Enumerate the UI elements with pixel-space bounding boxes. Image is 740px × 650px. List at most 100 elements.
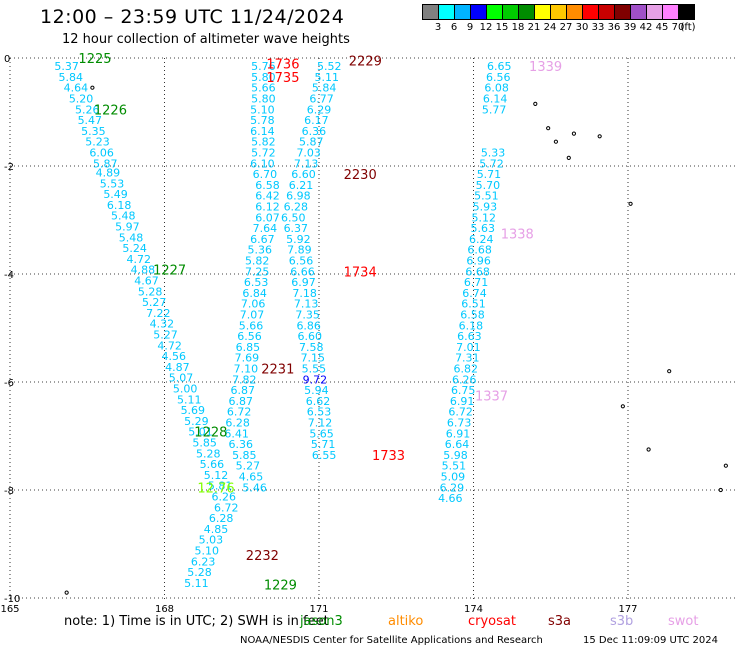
wave-height-value: 4.85: [204, 523, 229, 536]
page-subtitle: 12 hour collection of altimeter wave hei…: [62, 32, 350, 47]
wave-height-value: 7.12: [308, 417, 333, 430]
wave-height-value: 6.62: [306, 395, 331, 408]
wave-height-value: 6.56: [486, 71, 511, 84]
wave-height-value: 6.21: [289, 179, 314, 192]
wave-height-value: 4.89: [96, 166, 121, 179]
island-outline: [667, 369, 672, 374]
pass-time-label: 12.76: [197, 481, 234, 496]
legend-tick-label: 18: [511, 22, 525, 33]
pass-time-label: 2229: [349, 55, 382, 70]
x-tick-label: 168: [155, 604, 174, 615]
wave-height-value: 5.87: [93, 157, 118, 170]
wave-height-value: 6.87: [228, 395, 253, 408]
wave-height-value: 5.12: [204, 469, 229, 482]
wave-height-value: 6.64: [445, 438, 470, 451]
wave-height-value: 7.35: [295, 309, 320, 322]
wave-height-value: 7.15: [301, 352, 326, 365]
wave-height-value: 5.80: [251, 93, 276, 106]
wave-height-value: 5.46: [242, 481, 267, 494]
wave-height-value: 5.82: [251, 136, 276, 149]
legend-tick-label: 3: [434, 22, 442, 33]
wave-height-value: 5.48: [119, 231, 144, 244]
legend-tick-label: 15: [495, 22, 509, 33]
wave-height-value: 7.07: [240, 309, 265, 322]
wave-height-value: 5.07: [169, 372, 194, 385]
wave-height-value: 5.23: [85, 136, 110, 149]
x-tick-label: 171: [309, 604, 328, 615]
legend-tick-label: 70: [671, 22, 685, 33]
wave-height-value: 5.80: [251, 71, 276, 84]
wave-height-value: 5.33: [481, 147, 506, 160]
wave-height-value: 4.66: [438, 492, 463, 505]
wave-height-value: 6.75: [451, 384, 476, 397]
wave-height-value: 4.65: [239, 471, 264, 484]
x-tick-label: 174: [464, 604, 483, 615]
page-title: 12:00 – 23:59 UTC 11/24/2024: [40, 6, 345, 28]
pass-time-label: 1735: [266, 71, 299, 86]
wave-height-value: 5.10: [194, 544, 219, 557]
wave-height-value: 5.77: [482, 103, 507, 116]
wave-height-value: 6.86: [296, 319, 321, 332]
wave-height-value: 7.01: [456, 341, 481, 354]
wave-height-value: 6.18: [459, 319, 484, 332]
wave-height-value: 5.27: [153, 328, 178, 341]
legend-tick-label: 27: [559, 22, 573, 33]
wave-height-value: 5.47: [78, 114, 103, 127]
wave-height-value: 6.14: [483, 93, 508, 106]
wave-height-value: 7.58: [299, 341, 324, 354]
pass-time-label: 1228: [194, 426, 227, 441]
wave-height-value: 6.67: [250, 233, 275, 246]
wave-height-value: 5.72: [479, 157, 504, 170]
wave-height-value: 6.17: [304, 114, 329, 127]
wave-height-value: 5.55: [302, 363, 327, 376]
wave-height-value: 4.67: [134, 274, 159, 287]
wave-height-value: 5.51: [442, 460, 467, 473]
wave-height-value: 6.65: [487, 60, 512, 73]
legend-tick-label: 45: [655, 22, 669, 33]
island-outline: [646, 447, 651, 452]
wave-height-value: 6.82: [454, 363, 479, 376]
wave-height-value: 5.93: [473, 201, 498, 214]
wave-height-value: 5.52: [317, 60, 342, 73]
wave-height-value: 6.55: [312, 449, 337, 462]
wave-height-value: 5.76: [251, 60, 276, 73]
wave-height-value: 6.72: [227, 406, 252, 419]
legend-tick-label: 39: [623, 22, 637, 33]
island-outline: [628, 201, 633, 206]
island-outline: [718, 487, 723, 493]
footnote: note: 1) Time is in UTC; 2) SWH is in fe…: [64, 614, 329, 629]
wave-height-value: 5.28: [138, 285, 163, 298]
wave-height-value: 7.06: [241, 298, 266, 311]
pass-time-label: 1736: [266, 57, 299, 72]
wave-height-value: 7.25: [245, 265, 270, 278]
wave-height-value: 5.69: [181, 404, 206, 417]
pass-time-label: 1227: [153, 264, 186, 279]
wave-height-value: 6.98: [286, 190, 311, 203]
satellite-s3a: s3a: [548, 614, 572, 629]
wave-height-value: 5.28: [196, 447, 221, 460]
wave-height-value: 5.48: [111, 210, 136, 223]
wave-height-value: 6.77: [309, 93, 334, 106]
wave-height-value: 6.91: [446, 427, 471, 440]
legend-tick-label: 24: [543, 22, 557, 33]
wave-height-value: 5.11: [184, 577, 209, 590]
wave-height-value: 6.72: [214, 501, 239, 514]
wave-height-value: 5.27: [236, 460, 261, 473]
wave-height-value: 5.03: [199, 534, 224, 547]
wave-height-value: 7.18: [292, 287, 317, 300]
wave-height-value: 7.03: [296, 147, 321, 160]
wave-height-value: 5.51: [474, 190, 499, 203]
wave-height-value: 5.82: [245, 255, 270, 268]
satellite-cryosat: cryosat: [468, 614, 516, 629]
wave-height-value: 5.11: [314, 71, 339, 84]
pass-time-label: 1338: [501, 228, 534, 243]
pass-time-label: 1229: [264, 579, 297, 594]
wave-height-value: 6.10: [250, 157, 275, 170]
wave-height-value: 5.66: [251, 82, 276, 95]
wave-height-value: 5.65: [309, 427, 334, 440]
pass-time-label: 2232: [246, 549, 279, 564]
y-tick-label: -10: [4, 594, 20, 605]
wave-height-value: 7.89: [287, 244, 312, 257]
